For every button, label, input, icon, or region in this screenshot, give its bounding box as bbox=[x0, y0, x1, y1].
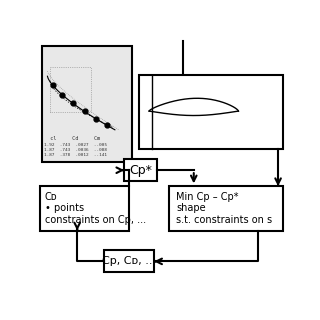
FancyBboxPatch shape bbox=[40, 186, 129, 231]
FancyBboxPatch shape bbox=[169, 186, 283, 231]
Text: Cp*: Cp* bbox=[129, 164, 152, 177]
FancyBboxPatch shape bbox=[124, 159, 156, 181]
Text: cl     Cd     Cm: cl Cd Cm bbox=[44, 136, 100, 141]
Text: Cᴅ
• points
constraints on Cp, ...: Cᴅ • points constraints on Cp, ... bbox=[45, 192, 146, 225]
Text: 1.92  .743  .0027  -.005: 1.92 .743 .0027 -.005 bbox=[44, 143, 107, 147]
FancyBboxPatch shape bbox=[43, 46, 132, 162]
Text: Min Cp – Cp*
shape
s.t. constraints on s: Min Cp – Cp* shape s.t. constraints on s bbox=[176, 192, 273, 225]
Text: Cp, Cᴅ, ...: Cp, Cᴅ, ... bbox=[102, 256, 156, 266]
FancyBboxPatch shape bbox=[139, 75, 283, 149]
Text: 1.87  .378  .0012  -.141: 1.87 .378 .0012 -.141 bbox=[44, 153, 107, 157]
Text: 1.87  .743  .0036  -.088: 1.87 .743 .0036 -.088 bbox=[44, 148, 107, 152]
FancyBboxPatch shape bbox=[104, 250, 154, 273]
